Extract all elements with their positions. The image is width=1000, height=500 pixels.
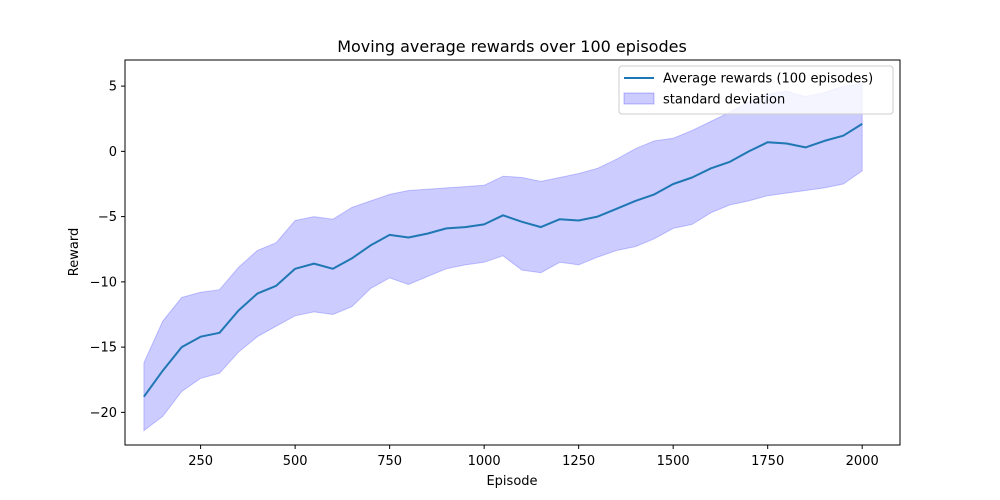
- x-tick-label: 500: [283, 454, 308, 469]
- x-tick-label: 1000: [468, 454, 501, 469]
- plot-area: [143, 82, 863, 432]
- legend-box: [618, 65, 894, 115]
- y-tick-label: −10: [90, 275, 117, 290]
- y-tick-label: 0: [109, 145, 117, 160]
- y-axis-label: Reward: [67, 228, 82, 276]
- x-tick-label: 1250: [562, 454, 595, 469]
- x-tick-label: 250: [188, 454, 213, 469]
- y-axis-ticks: −20 −15 −10 −5 0 5: [90, 80, 125, 421]
- y-tick-label: −20: [90, 406, 117, 421]
- x-axis-label: Episode: [486, 474, 537, 489]
- legend-label-average: Average rewards (100 episodes): [663, 72, 873, 87]
- x-axis-ticks: 250 500 750 1000 1250 1500 1750 2000: [188, 445, 879, 469]
- legend-band-swatch: [623, 92, 655, 105]
- average-line: [143, 123, 863, 398]
- std-band: [143, 82, 863, 432]
- plot-frame: [124, 59, 901, 446]
- y-tick-label: −5: [98, 210, 117, 225]
- y-tick-label: −15: [90, 341, 117, 356]
- legend: Average rewards (100 episodes) standard …: [618, 65, 894, 115]
- chart-title: Moving average rewards over 100 episodes: [337, 37, 687, 56]
- y-tick-label: 5: [109, 80, 117, 95]
- x-tick-label: 2000: [846, 454, 879, 469]
- legend-label-std: standard deviation: [663, 93, 785, 108]
- x-tick-label: 750: [377, 454, 402, 469]
- x-tick-label: 1750: [751, 454, 784, 469]
- x-tick-label: 1500: [657, 454, 690, 469]
